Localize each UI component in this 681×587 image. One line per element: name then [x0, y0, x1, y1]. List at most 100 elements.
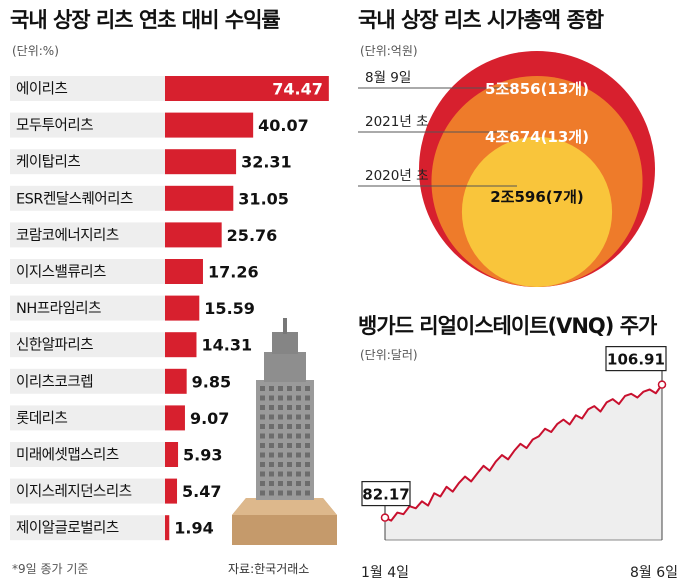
category-label: 이리츠코크렙	[16, 373, 93, 390]
category-row-bg	[10, 515, 165, 541]
bar-chart-title: 국내 상장 리츠 연초 대비 수익률	[10, 8, 281, 32]
building-window	[269, 414, 274, 420]
x-tick-label: 8월 6일	[630, 565, 678, 581]
building-window	[278, 405, 283, 410]
category-row-bg	[10, 76, 165, 101]
category-row-bg	[10, 149, 165, 175]
building-window	[269, 490, 274, 496]
building-window	[296, 433, 301, 439]
price-area	[385, 384, 662, 540]
building-window	[269, 462, 274, 467]
bar-value-label: 14.31	[201, 336, 252, 355]
building-window	[287, 462, 292, 467]
building-window	[305, 452, 310, 458]
bubble-period-label: 2020년 초	[365, 168, 429, 184]
building-window	[305, 414, 310, 420]
building-window	[305, 386, 310, 391]
bubble-chart-title: 국내 상장 리츠 시가총액 종합	[358, 8, 604, 32]
building-window	[260, 471, 265, 477]
building-window	[296, 443, 301, 448]
bubble-period-label: 2021년 초	[365, 114, 429, 130]
building-window	[287, 433, 292, 439]
end-value-label: 106.91	[607, 351, 665, 369]
building-window	[287, 452, 292, 458]
building-window	[260, 405, 265, 410]
end-callout-box	[605, 346, 667, 372]
bar-chart-footnote: *9일 종가 기준	[12, 562, 89, 576]
bubble	[461, 136, 613, 287]
bar-value-label: 74.47	[272, 80, 323, 99]
category-label: NH프라임리츠	[16, 300, 101, 317]
building-window	[287, 471, 292, 477]
bar-value-label: 17.26	[208, 263, 259, 282]
category-row-bg	[10, 442, 165, 467]
building-window	[269, 452, 274, 458]
category-label: 케이탑리츠	[16, 154, 80, 171]
bubble-value-label: 5조856(13개)	[485, 80, 589, 98]
building-window	[296, 462, 301, 467]
category-row-bg	[10, 295, 165, 321]
building-window	[269, 433, 274, 439]
building-window	[260, 462, 265, 467]
building-window	[287, 443, 292, 448]
building-window	[287, 424, 292, 429]
building-window	[278, 462, 283, 467]
bar-value-label: 32.31	[241, 153, 292, 172]
building-window	[287, 490, 292, 496]
building-window	[305, 462, 310, 467]
building-window	[269, 424, 274, 429]
building-window	[287, 481, 292, 486]
building-window	[260, 443, 265, 448]
building-window	[287, 405, 292, 410]
category-label: 신한알파리츠	[16, 337, 93, 354]
building-window	[278, 443, 283, 448]
category-label: 제이알글로벌리츠	[16, 520, 119, 537]
building-window	[278, 471, 283, 477]
building-spire	[283, 318, 287, 334]
building-window	[260, 414, 265, 420]
bar	[165, 368, 187, 394]
building-window	[260, 386, 265, 391]
bar-chart-source: 자료:한국거래소	[228, 562, 310, 576]
building-window	[287, 414, 292, 420]
bar-chart-unit: (단위:%)	[12, 44, 59, 58]
category-label: 롯데리츠	[16, 410, 68, 427]
category-row-bg	[10, 222, 165, 248]
building-window	[278, 481, 283, 486]
bar	[165, 149, 237, 175]
building-illustration	[232, 318, 337, 545]
building-window	[278, 490, 283, 496]
building-window	[269, 395, 274, 401]
building-window	[260, 481, 265, 486]
bar	[165, 185, 234, 211]
building-window	[278, 395, 283, 401]
building-window	[305, 443, 310, 448]
building-window	[305, 481, 310, 486]
price-line	[384, 384, 663, 522]
category-row-bg	[10, 405, 165, 431]
category-label: 이지스레지던스리츠	[16, 483, 132, 500]
category-label: 이지스밸류리츠	[16, 264, 106, 281]
line-chart-unit: (단위:달러)	[360, 348, 418, 362]
bar	[165, 515, 170, 541]
building-window	[305, 490, 310, 496]
building-window	[260, 424, 265, 429]
building-window	[269, 481, 274, 486]
building-window	[305, 395, 310, 401]
line-chart: 82.17 106.91 1월 4일 8월 6일	[361, 346, 678, 581]
bubble-chart: 8월 9일 5조856(13개) 2021년 초 4조674(13개) 2020년 초 2…	[358, 51, 655, 287]
building-window	[278, 414, 283, 420]
building-window	[296, 386, 301, 391]
bar	[165, 112, 254, 138]
bar-value-label: 5.93	[183, 446, 222, 465]
building-window	[260, 452, 265, 458]
building-window	[296, 424, 301, 429]
building-window	[305, 433, 310, 439]
bar	[165, 442, 179, 467]
category-row-bg	[10, 185, 165, 211]
building-window	[269, 471, 274, 477]
building-window	[296, 471, 301, 477]
building-window	[305, 424, 310, 429]
building-window	[296, 481, 301, 486]
bubble-value-label: 4조674(13개)	[485, 128, 589, 146]
